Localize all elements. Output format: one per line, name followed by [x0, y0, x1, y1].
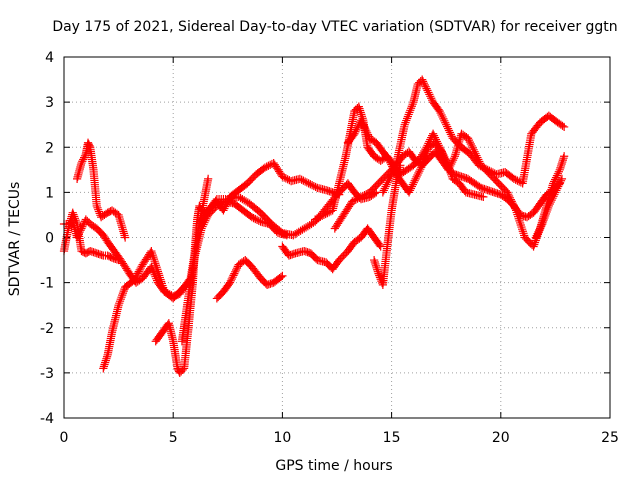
data-point: [106, 252, 115, 262]
x-tick-label: 10: [273, 430, 291, 446]
x-axis-label: GPS time / hours: [275, 458, 392, 474]
data-point: [84, 140, 93, 149]
y-tick-label: -1: [40, 276, 54, 292]
y-tick-label: 2: [45, 140, 54, 156]
x-tick-label: 15: [383, 430, 401, 446]
series-arc5: [151, 158, 344, 377]
data-point: [195, 201, 204, 211]
data-point: [557, 174, 567, 183]
x-tick-label: 20: [492, 430, 510, 446]
data-point: [560, 122, 569, 132]
series-arc8: [212, 255, 287, 303]
x-tick-label: 25: [601, 430, 619, 446]
x-tick-label: 0: [60, 430, 69, 446]
data-point: [85, 141, 94, 150]
series-arc15: [531, 174, 567, 242]
data-point: [475, 182, 484, 191]
y-axis-label: SDTVAR / TECUs: [7, 182, 23, 297]
series-arc6: [177, 197, 291, 346]
data-point: [376, 242, 385, 251]
data-point: [372, 188, 381, 197]
series-arc9: [278, 224, 385, 274]
data-point: [211, 196, 220, 205]
data-point: [173, 364, 182, 373]
series-arc2: [59, 215, 191, 303]
y-tick-label: -4: [40, 411, 54, 427]
y-tick-label: 0: [45, 231, 54, 247]
y-tick-label: -2: [40, 321, 54, 337]
y-tick-label: 1: [45, 185, 54, 201]
data-point: [449, 169, 458, 178]
data-point: [276, 227, 285, 236]
data-point: [83, 138, 93, 147]
y-tick-label: -3: [40, 366, 54, 382]
y-tick-label: 4: [45, 50, 54, 66]
data-point: [178, 365, 187, 374]
plot-frame: [63, 56, 611, 419]
data-point: [121, 233, 130, 242]
series-arc7: [195, 179, 381, 240]
chart-title: Day 175 of 2021, Sidereal Day-to-day VTE…: [52, 19, 617, 35]
series-arc13: [370, 161, 405, 289]
data-point: [276, 272, 286, 282]
series-arc1: [59, 208, 123, 265]
data-point: [278, 271, 287, 280]
y-tick-labels: -4 -3 -2 -1 0 1 2 3 4: [40, 50, 54, 427]
data-point: [558, 121, 567, 130]
data-point: [479, 192, 488, 201]
data-points: [59, 75, 569, 377]
series-arc3: [73, 138, 130, 242]
data-point: [204, 174, 213, 183]
x-tick-label: 5: [169, 430, 178, 446]
data-point: [560, 152, 569, 161]
y-tick-label: 3: [45, 95, 54, 111]
data-point: [375, 240, 384, 250]
series-arc11: [330, 75, 569, 233]
x-tick-labels: 0 5 10 15 20 25: [60, 430, 619, 446]
